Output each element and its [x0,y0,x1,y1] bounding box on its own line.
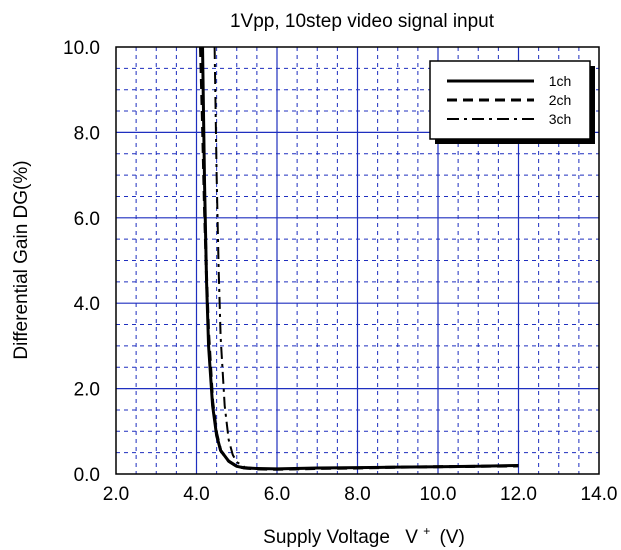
x-tick-label: 14.0 [581,484,618,505]
grid-major [116,47,599,474]
series-line-3ch [213,46,519,470]
x-tick-label: 2.0 [103,484,129,505]
legend-label-2ch: 2ch [549,92,572,108]
y-tick-label: 6.0 [74,209,100,230]
legend-label-1ch: 1ch [549,73,572,89]
series-line-2ch [199,46,519,471]
series-layer [199,46,519,471]
x-axis-label-unit: (V) [439,527,464,548]
chart-title: 1Vpp, 10step video signal input [230,11,495,32]
x-axis-label-text: Supply Voltage [263,527,390,548]
plot-frame [115,46,600,475]
y-tick-label: 2.0 [74,380,100,401]
y-axis-label: Differential Gain DG(%) [11,160,32,359]
x-axis-label: Supply Voltage V + (V) [263,519,465,548]
y-tick-label: 8.0 [74,123,100,144]
x-axis-label-symbol: V [405,527,418,548]
x-axis-label-superscript: + [423,524,430,538]
x-tick-label: 12.0 [500,484,537,505]
legend: 1ch 2ch 3ch [429,60,595,144]
legend-label-3ch: 3ch [549,111,572,127]
y-tick-label: 0.0 [74,465,100,486]
x-tick-label: 10.0 [420,484,457,505]
x-tick-label: 4.0 [183,484,209,505]
y-tick-label: 10.0 [63,38,100,59]
y-tick-labels: 0.0 2.0 4.0 6.0 8.0 10.0 [63,38,100,486]
x-tick-labels: 2.0 4.0 6.0 8.0 10.0 12.0 14.0 [103,484,618,505]
x-tick-label: 8.0 [344,484,370,505]
x-tick-label: 6.0 [264,484,290,505]
y-tick-label: 4.0 [74,294,100,315]
